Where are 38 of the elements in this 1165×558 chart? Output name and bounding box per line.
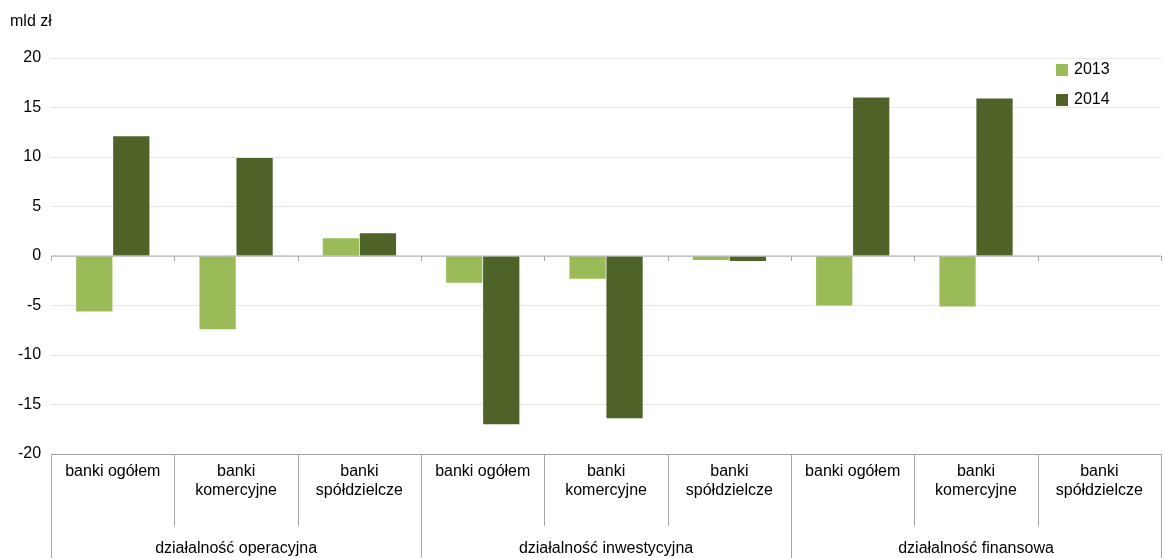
x-tick-label: banki spółdzielcze [315, 462, 404, 499]
text: działalność operacyjna [155, 539, 318, 557]
bar [199, 256, 236, 330]
bar [939, 256, 976, 307]
bar [236, 157, 273, 256]
x-tick-label: banki ogółem [65, 462, 161, 480]
bar [446, 256, 483, 283]
x-tick-label: banki spółdzielcze [1055, 462, 1144, 499]
bar [113, 136, 150, 256]
y-tick-label: -20 [18, 444, 42, 462]
y-tick-label: -10 [18, 345, 42, 363]
y-tick-label: 10 [23, 147, 42, 165]
text: działalność finansowa [898, 539, 1054, 557]
text: działalność inwestycyjna [518, 539, 694, 557]
x-tick-label: banki komercyjne [565, 462, 648, 499]
bar [322, 238, 360, 256]
bar [359, 233, 397, 256]
y-tick-label: 5 [32, 196, 42, 214]
y-tick-label: -15 [18, 394, 42, 412]
bar [76, 256, 113, 312]
x-tick-label: banki komercyjne [195, 462, 278, 499]
bar [853, 97, 890, 256]
bar [976, 98, 1013, 256]
y-tick-label: -5 [26, 295, 42, 313]
x-tick-label: banki komercyjne [935, 462, 1018, 499]
legend-label: 2013 [1074, 60, 1110, 78]
y-tick-label: 15 [23, 97, 42, 115]
bar [569, 256, 606, 279]
bar [483, 256, 520, 425]
y-tick-label: 0 [32, 246, 42, 264]
bar [816, 256, 853, 306]
y-tick-label: 20 [23, 48, 42, 66]
x-tick-label: banki ogółem [435, 462, 531, 480]
bar [606, 256, 643, 419]
x-tick-label: banki spółdzielcze [685, 462, 774, 499]
y-axis-title: mld zł [10, 12, 53, 30]
x-tick-label: banki ogółem [805, 462, 901, 480]
legend-label: 2014 [1074, 90, 1110, 108]
